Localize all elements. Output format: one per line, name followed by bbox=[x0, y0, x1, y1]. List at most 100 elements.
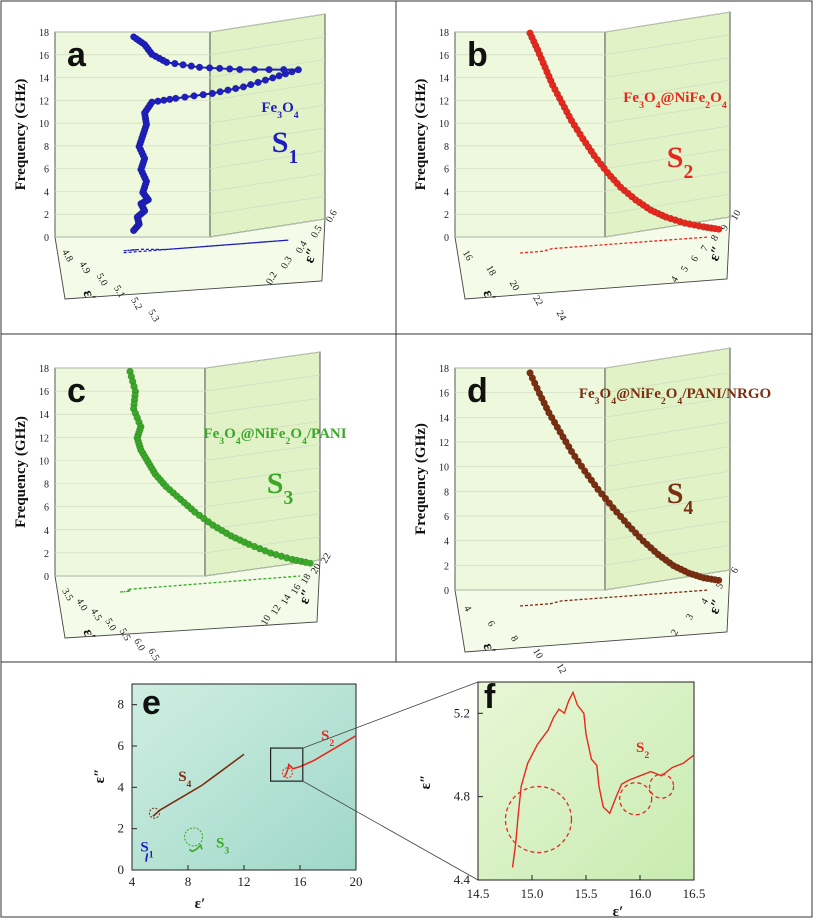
panel-letter: b bbox=[467, 36, 488, 74]
data-point bbox=[205, 64, 214, 72]
panel-letter: c bbox=[67, 372, 86, 410]
z-tick-label: 12 bbox=[439, 438, 449, 449]
x-axis-label: ε′ bbox=[195, 896, 206, 912]
series-label-S2: S2 bbox=[321, 728, 334, 749]
panel-letter: f bbox=[484, 678, 496, 716]
z-tick-label: 14 bbox=[39, 410, 49, 421]
series-line-S2 bbox=[283, 734, 357, 778]
y-tick-label: 5 bbox=[679, 264, 691, 274]
grid-line bbox=[604, 148, 731, 170]
z-tick-label: 16 bbox=[439, 51, 449, 62]
data-point bbox=[232, 84, 240, 93]
y-tick-label: 6 bbox=[729, 566, 741, 576]
data-point bbox=[179, 61, 187, 69]
x-tick-label: 4.9 bbox=[77, 260, 93, 276]
z-tick-label: 16 bbox=[439, 389, 449, 400]
panel-letter: a bbox=[67, 36, 87, 74]
z-tick-label: 6 bbox=[44, 503, 49, 514]
grid-line bbox=[604, 396, 731, 418]
z-tick-label: 4 bbox=[44, 526, 49, 537]
y-tick-label: 0.2 bbox=[264, 270, 280, 286]
z-tick-label: 8 bbox=[444, 142, 449, 153]
data-point bbox=[208, 89, 217, 98]
sample-label: S2 bbox=[667, 141, 693, 183]
data-point bbox=[190, 92, 198, 100]
x-tick-label: 5.2 bbox=[128, 296, 144, 312]
data-point bbox=[294, 66, 303, 74]
x-tick-label: 5.3 bbox=[146, 308, 162, 324]
z-tick-label: 14 bbox=[439, 74, 449, 85]
x-tick-label: 5.0 bbox=[94, 272, 110, 288]
series-line-S2 bbox=[511, 690, 695, 868]
x-tick-label: 16.5 bbox=[683, 886, 706, 901]
y-tick-label: 22 bbox=[319, 551, 334, 565]
data-point bbox=[715, 225, 723, 233]
data-point bbox=[574, 457, 582, 465]
data-point bbox=[265, 65, 273, 74]
x-tick-label: 4.0 bbox=[74, 597, 90, 613]
z-tick-label: 2 bbox=[444, 210, 449, 221]
x-tick-label: 15.5 bbox=[575, 886, 598, 901]
grid-line bbox=[604, 372, 731, 394]
plot-area bbox=[477, 681, 695, 881]
dashed-circle bbox=[504, 785, 573, 854]
y-tick-label: 10 bbox=[259, 613, 274, 627]
grid-line bbox=[604, 470, 731, 492]
data-point bbox=[306, 559, 314, 567]
z-tick-label: 2 bbox=[44, 549, 49, 560]
data-point bbox=[577, 462, 586, 470]
grid-line bbox=[604, 544, 731, 566]
data-point bbox=[247, 80, 255, 89]
x-tick-label: 18 bbox=[483, 264, 498, 278]
grid-line bbox=[604, 520, 731, 542]
x-axis-label: ε′ bbox=[479, 641, 498, 656]
data-point bbox=[261, 76, 270, 84]
data-point bbox=[224, 86, 232, 94]
data-point bbox=[195, 63, 204, 71]
y-tick-label: 7 bbox=[699, 244, 711, 254]
x-tick-label: 24 bbox=[554, 309, 569, 323]
side-wall bbox=[209, 13, 326, 238]
y-tick-label: 4 bbox=[699, 597, 711, 607]
y-tick-label: 6 bbox=[689, 254, 701, 264]
x-tick-label: 8 bbox=[185, 874, 192, 889]
panel-letter: e bbox=[142, 684, 161, 722]
x-tick-label: 4.8 bbox=[59, 248, 75, 264]
data-point bbox=[280, 66, 288, 74]
data-point bbox=[216, 88, 224, 96]
data-point bbox=[605, 499, 613, 507]
panel-letter: d bbox=[467, 372, 488, 410]
z-tick-label: 14 bbox=[439, 413, 449, 424]
dashed-circle bbox=[184, 827, 204, 847]
z-tick-label: 10 bbox=[39, 456, 49, 467]
z-tick-label: 8 bbox=[44, 480, 49, 491]
data-point bbox=[148, 98, 156, 106]
data-point bbox=[254, 78, 262, 87]
grid-line bbox=[604, 125, 731, 147]
data-point bbox=[172, 94, 180, 103]
x-tick-label: 12 bbox=[238, 874, 251, 889]
grid-line bbox=[204, 513, 321, 531]
x-tick-label: 15.0 bbox=[521, 886, 544, 901]
y-tick-label: 5.2 bbox=[454, 705, 470, 720]
y-axis-label: ε″ bbox=[706, 244, 726, 263]
y-tick-label: 3 bbox=[684, 612, 696, 622]
panel-f: 14.5 15.0 15.5 16.0 16.5 4.4 4.8 5.2 f ε′ ε″ S2 bbox=[418, 678, 705, 918]
y-tick-label: 0.6 bbox=[324, 208, 340, 224]
x-tick-label: 4.5 bbox=[88, 607, 104, 623]
y-tick-label: 0 bbox=[118, 862, 125, 877]
floor-projection bbox=[519, 236, 709, 254]
grid-line bbox=[209, 218, 326, 238]
y-tick-label: 8 bbox=[118, 697, 125, 712]
z-tick-label: 10 bbox=[439, 119, 449, 130]
y-tick-label: 8 bbox=[709, 233, 721, 243]
x-tick-label: 5.5 bbox=[117, 627, 133, 643]
z-tick-label: 10 bbox=[439, 463, 449, 474]
y-tick-label: 4 bbox=[669, 275, 681, 285]
series-line-S3 bbox=[188, 843, 203, 853]
side-wall bbox=[204, 351, 321, 577]
y-tick-label: 6 bbox=[118, 738, 125, 753]
z-tick-label: 8 bbox=[44, 142, 49, 153]
